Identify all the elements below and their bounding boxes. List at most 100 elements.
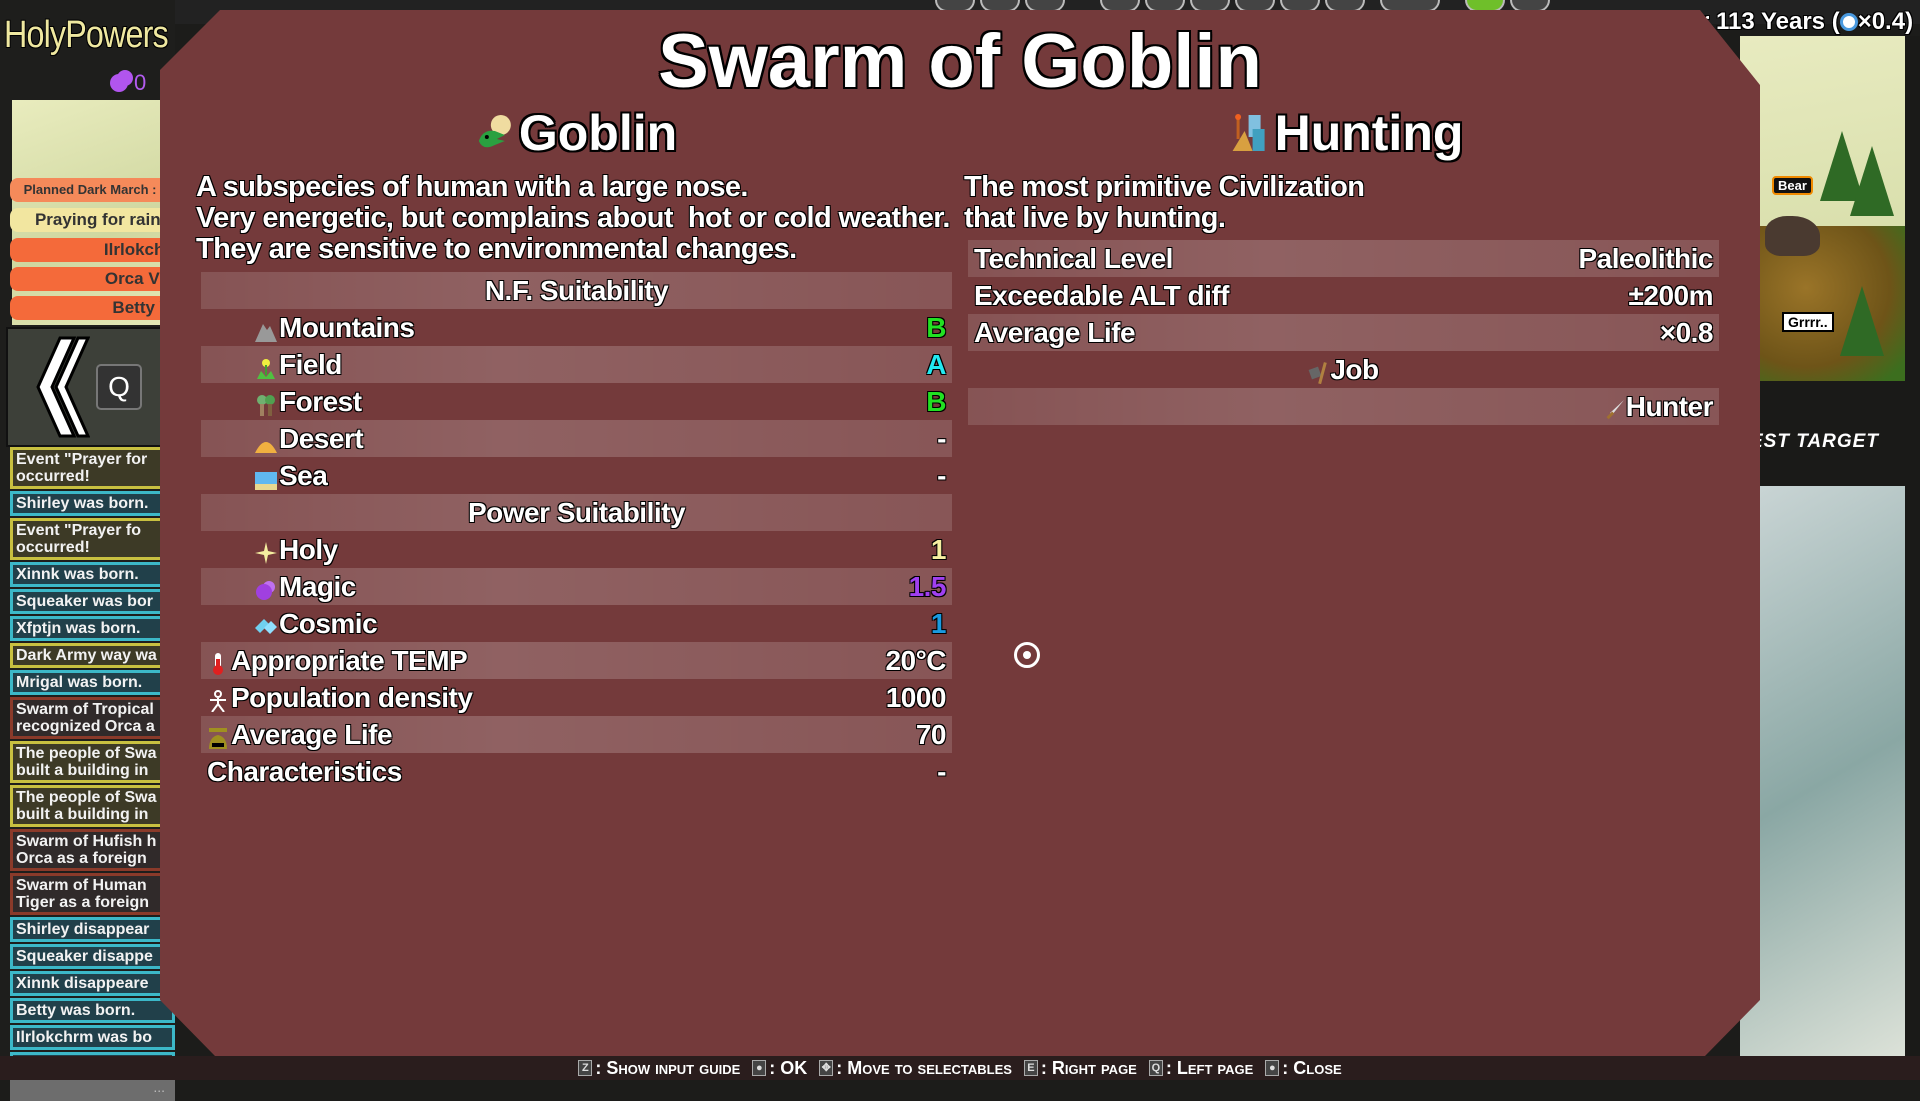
event-log: Event "Prayer for occurred! Shirley was b… [10,447,175,1101]
power-row-cosmic: Cosmic 1 [201,605,952,642]
row-label: Holy [207,534,931,566]
section-header-label: N.F. Suitability [484,274,669,306]
row-value: 1000 [885,681,947,713]
magic-orb-icon [110,74,128,92]
nf-row-sea: Sea - [201,457,952,494]
status-banner[interactable]: Planned Dark March : ✖ [10,178,175,202]
row-label: Appropriate TEMP [207,645,885,677]
row-value: 1.5 [908,570,947,602]
power-suitability-header: Power Suitability [201,494,952,531]
row-label: Average Life [974,317,1660,349]
row-label-text: Average Life [231,718,393,750]
row-label-text: Desert [279,422,364,454]
row-label-text: Field [279,348,342,380]
log-entry[interactable]: The people of Swa built a building in [10,785,175,827]
row-label: Characteristics [207,756,937,788]
species-name: Goblin [518,105,678,161]
job-row: Hunter [968,388,1719,425]
scene-water [1740,486,1905,1080]
row-value: B [926,385,946,417]
row-label-text: Sea [279,459,328,491]
row-value: 1 [930,533,947,565]
row-label-text: Characteristics [207,755,402,787]
civilization-stats-table: Technical Level Paleolithic Exceedable ALT… [968,240,1719,425]
stat-row: Population density 1000 [201,679,952,716]
civ-stat-row: Exceedable ALT diff ±200m [968,277,1719,314]
section-header-label: Job [1330,353,1379,385]
thermometer-icon [207,650,229,675]
row-value: - [937,422,946,454]
status-banner[interactable]: Orca VS [10,267,175,291]
flower-icon [255,354,277,379]
species-description: A subspecies of human with a large nose.… [196,171,950,265]
log-entry[interactable]: Xinnk was born. [10,562,175,587]
row-value: - [937,459,946,491]
holy-powers-label: HolyPowers [4,14,169,56]
civilization-header: Hunting [1231,108,1463,158]
log-entry[interactable]: Xinnk disappeare [10,971,175,996]
row-value: - [937,755,946,787]
row-value: 20°C [885,644,946,676]
status-banner[interactable]: Praying for rain : [10,208,175,232]
magic-power-counter: 0 [110,70,146,96]
status-banner[interactable]: Ilrlokchr [10,238,175,262]
bear-label: Bear [1772,176,1813,195]
hint-label: : OK [769,1057,808,1078]
game-scene-view[interactable]: Bear Grrrr.. EST TARGET [1740,36,1920,1080]
row-label: Sea [207,460,937,492]
log-entry[interactable]: Swarm of Tropical recognized Orca a [10,697,175,739]
page-title: Swarm of Goblin [658,19,1262,104]
job-entry[interactable]: Hunter [1604,391,1714,423]
log-entry[interactable]: Swarm of Hufish h Orca as a foreign [10,829,175,871]
log-entry[interactable]: Squeaker was bor [10,589,175,614]
log-entry[interactable]: Shirley was born. [10,491,175,516]
row-value: ×0.8 [1659,316,1714,348]
speed-multiplier: ×0.4) [1857,8,1914,35]
section-header-label: Power Suitability [467,496,686,528]
log-entry[interactable]: Ilrlokchrm was bo [10,1025,175,1050]
row-label: Mountains [207,312,926,344]
hint-label: : Right page [1040,1057,1137,1078]
hint-label: : Left page [1165,1057,1254,1078]
goblin-icon [478,115,511,148]
hourglass-icon [207,724,229,749]
log-entry[interactable]: Mrigal was born. [10,670,175,695]
stat-row: Average Life 70 [201,716,952,753]
key-icon: Q [1148,1060,1163,1076]
hint-label: : Move to selectables [836,1057,1012,1078]
log-entry[interactable]: Event "Prayer for occurred! [10,447,175,489]
log-entry[interactable]: Dark Army way wa [10,643,175,668]
previous-page-button[interactable]: Q [30,334,150,440]
log-entry[interactable]: Squeaker disappe [10,944,175,969]
minimap[interactable] [6,327,176,447]
nf-row-field: Field A [201,346,952,383]
species-stats-table: N.F. Suitability Mountains B Field A Forest B D… [201,272,952,790]
row-label-text: Population density [231,681,473,713]
log-entry[interactable]: Xfptjn was born. [10,616,175,641]
log-entry[interactable]: Betty was born. [10,998,175,1023]
log-entry[interactable]: Event "Prayer fo occurred! [10,518,175,560]
log-entry[interactable]: The people of Swa built a building in [10,741,175,783]
row-label-text: Magic [279,570,356,602]
cosmic-crystal-icon [255,613,277,635]
civilization-description: The most primitive Civilization that liv… [964,171,1365,234]
log-entry[interactable]: Swarm of Human Tiger as a foreign [10,873,175,915]
row-label: Population density [207,682,886,714]
species-info-panel: Swarm of Goblin Goblin Hunting A subspec… [160,10,1760,1056]
tree [1850,146,1894,216]
person-icon [207,687,229,713]
status-banner[interactable]: Betty V [10,296,175,320]
nf-suitability-header: N.F. Suitability [201,272,952,309]
nf-row-desert: Desert - [201,420,952,457]
stat-row: Characteristics - [201,753,952,790]
q-key-icon: Q [96,364,142,410]
row-value: ±200m [1628,279,1714,311]
bear-creature[interactable] [1765,216,1820,256]
sea-icon [255,465,277,490]
log-entry[interactable]: Shirley disappear [10,917,175,942]
speech-bubble: Grrrr.. [1782,312,1834,332]
stat-row: Appropriate TEMP 20°C [201,642,952,679]
magic-count-value: 0 [134,70,147,95]
hint-label: : Show input guide [595,1057,741,1078]
log-more-indicator[interactable]: ... [10,1079,175,1101]
